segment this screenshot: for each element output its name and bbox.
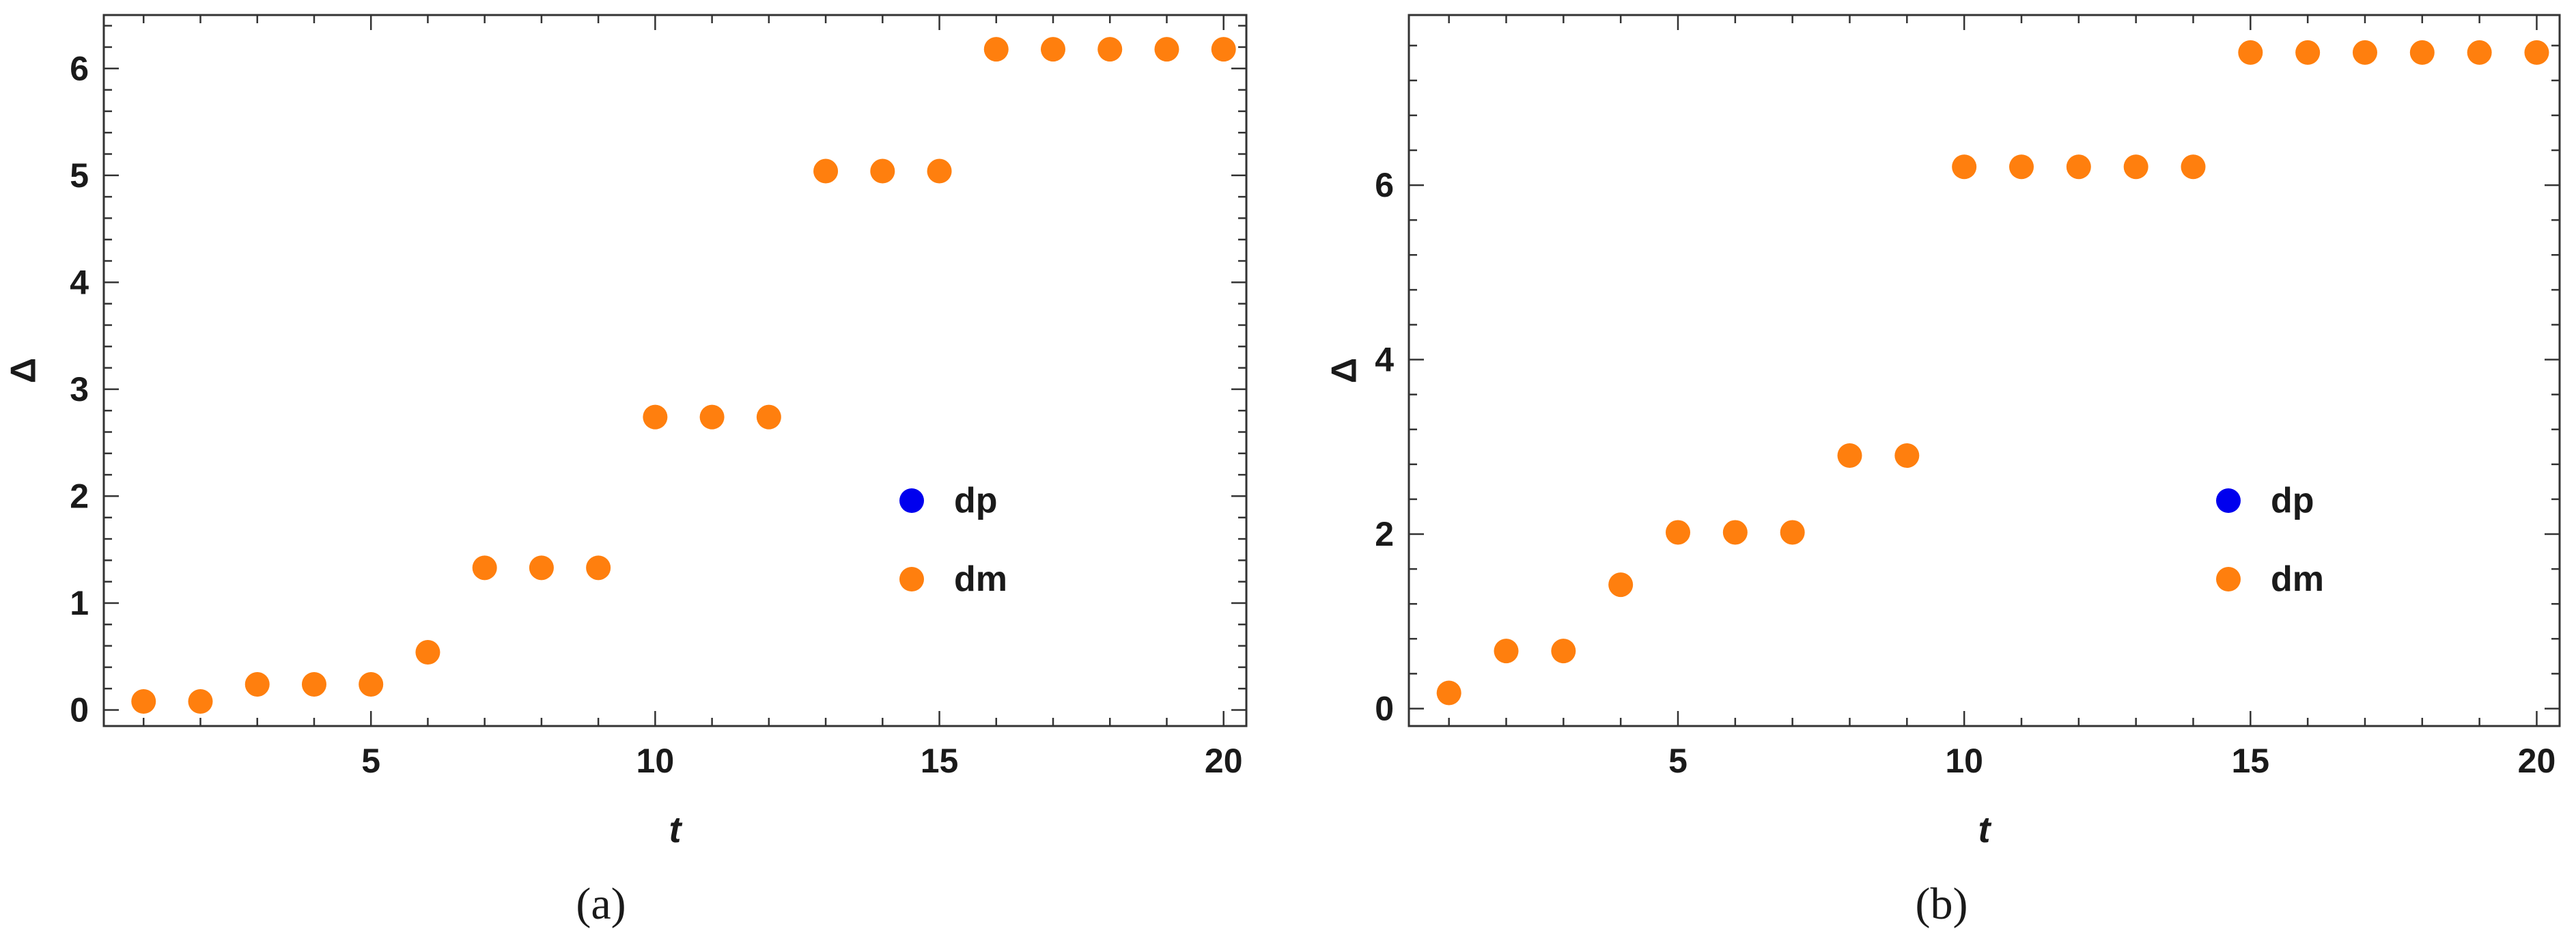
legend-marker-dp	[899, 488, 924, 513]
data-point-dm	[927, 158, 952, 184]
data-point-dm	[1494, 639, 1519, 664]
y-tick-label: 2	[1375, 515, 1394, 553]
legend-marker-dp	[2216, 488, 2241, 513]
data-point-dm	[1097, 37, 1123, 62]
data-point-dm	[699, 404, 725, 430]
data-point-dm	[131, 688, 156, 714]
x-axis-label: t	[1978, 809, 1992, 850]
y-tick-label: 5	[70, 156, 89, 195]
legend-label-dm: dm	[954, 559, 1007, 599]
legend-marker-dm	[2216, 567, 2241, 591]
x-tick-label: 5	[361, 742, 380, 780]
data-point-dm	[359, 671, 384, 697]
data-point-dm	[2181, 154, 2206, 180]
plot-frame	[102, 14, 1248, 727]
data-point-dm	[2008, 154, 2034, 180]
legend-label-dp: dp	[2271, 481, 2314, 520]
data-point-dm	[1551, 639, 1576, 664]
data-point-dm	[1154, 37, 1179, 62]
x-tick-label: 5	[1668, 742, 1688, 780]
panel-label: (b)	[1916, 879, 1968, 929]
data-point-dm	[2524, 40, 2549, 65]
x-tick-label: 15	[921, 742, 959, 780]
x-tick-label: 20	[2518, 742, 2556, 780]
data-point-dm	[983, 37, 1009, 62]
legend-marker-dm	[899, 567, 924, 591]
data-point-dm	[1211, 37, 1236, 62]
data-point-dm	[586, 555, 611, 581]
data-point-dm	[1436, 680, 1461, 706]
data-point-dm	[472, 555, 497, 581]
data-point-dm	[2238, 40, 2263, 65]
y-tick-label: 3	[70, 370, 89, 408]
plot-frame	[1408, 14, 2561, 727]
y-tick-label: 0	[70, 691, 89, 729]
y-tick-label: 4	[1375, 341, 1394, 379]
y-tick-label: 6	[1375, 166, 1394, 204]
x-tick-label: 15	[2232, 742, 2270, 780]
legend-label-dm: dm	[2271, 559, 2324, 599]
data-point-dm	[188, 688, 213, 714]
data-point-dm	[1666, 520, 1691, 545]
data-point-dm	[301, 671, 326, 697]
data-point-dm	[756, 404, 781, 430]
panel-label: (a)	[576, 879, 626, 929]
data-point-dm	[1952, 154, 1977, 180]
data-point-dm	[2123, 154, 2148, 180]
y-tick-label: 6	[70, 49, 89, 87]
data-point-dm	[1894, 443, 1920, 469]
data-point-dm	[2467, 40, 2492, 65]
x-tick-label: 20	[1205, 742, 1243, 780]
data-point-dm	[2352, 40, 2377, 65]
data-point-dm	[2295, 40, 2321, 65]
x-tick-label: 10	[636, 742, 675, 780]
data-point-dm	[813, 158, 839, 184]
y-axis-label: Δ	[4, 358, 44, 383]
x-tick-label: 10	[1945, 742, 1983, 780]
x-axis-label: t	[669, 809, 683, 850]
chart-panel-0: 5 10 15 20 0 1 2 3 4 5 6 t Δdp dm (a)	[4, 14, 1248, 929]
data-point-dm	[244, 671, 270, 697]
y-axis-label: Δ	[1325, 358, 1364, 383]
y-tick-label: 4	[70, 263, 89, 301]
data-point-dm	[1837, 443, 1862, 469]
data-point-dm	[1780, 520, 1805, 545]
data-point-dm	[643, 404, 668, 430]
y-tick-label: 2	[70, 477, 89, 515]
data-point-dm	[870, 158, 895, 184]
data-point-dm	[415, 639, 440, 665]
legend-label-dp: dp	[954, 481, 998, 520]
data-point-dm	[529, 555, 554, 581]
data-point-dm	[1722, 520, 1748, 545]
data-point-dm	[2409, 40, 2435, 65]
chart-panel-1: 5 10 15 20 0 2 4 6 t Δdp dm (b)	[1325, 14, 2561, 929]
y-tick-label: 0	[1375, 689, 1394, 727]
data-point-dm	[2066, 154, 2091, 180]
data-point-dm	[1608, 572, 1634, 598]
data-point-dm	[1041, 37, 1066, 62]
y-tick-label: 1	[70, 584, 89, 622]
